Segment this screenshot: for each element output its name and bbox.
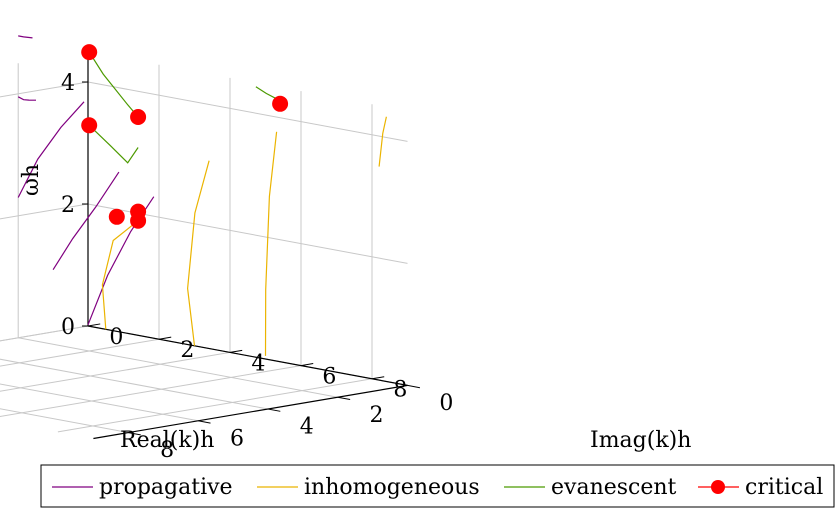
critical-point [130,203,147,220]
axes [82,51,421,440]
propagative-curve [18,35,33,39]
omega-tick-label: 0 [61,315,75,340]
inhomogeneous-curve [378,116,387,167]
grid-floor-imag [0,358,268,410]
grid-floor-imag [0,383,199,422]
imag-tick-label: 4 [300,415,314,440]
real-tick-label: 0 [109,325,123,350]
imag-tick-label: 6 [230,426,244,451]
legend-frame [40,464,835,508]
legend-label-evanescent: evanescent [551,475,677,500]
grid-wall-omega [0,325,89,342]
evanescent-curve [88,124,139,164]
imag-tick-label: 2 [370,403,384,428]
grid-floor-real [57,378,373,433]
omega-tick-label: 2 [61,193,75,218]
inhomogeneous-curve [186,160,210,346]
real-tick-mark [87,323,101,327]
critical-markers [81,44,289,229]
real-tick-mark [371,376,385,380]
grid-lines [0,51,408,434]
real-axis-line [87,325,408,386]
grid-wall-omega [0,203,89,220]
propagative-curve [17,101,85,198]
inhomogeneous-curve [264,131,278,356]
grid-wall-omega [87,81,408,142]
grid-floor-imag [0,408,129,434]
imag-tick-mark [267,408,281,412]
critical-point [130,109,147,125]
legend-marker-critical [711,480,725,494]
grid-floor-real [0,365,302,417]
omega-axis-title: ωh [19,164,44,196]
real-tick-label: 2 [180,338,194,363]
real-tick-mark [158,336,172,340]
legend: propagative inhomogeneous evanescent cri… [40,464,835,508]
legend-label-propagative: propagative [99,475,233,500]
real-axis-title: Real(k)h [120,428,214,453]
legend-label-inhomogeneous: inhomogeneous [304,475,480,500]
critical-point [108,208,125,225]
grid-floor-real [0,338,160,367]
real-tick-mark [300,363,314,367]
propagative-curve [52,171,120,271]
critical-point [272,95,289,112]
legend-label-critical: critical [745,475,823,500]
inhomogeneous-curve [101,220,139,330]
imag-tick-mark [407,384,421,389]
imag-tick-mark [128,432,141,436]
real-tick-label: 8 [393,378,407,403]
grid-floor-imag [18,337,338,398]
imag-tick-mark [198,420,211,424]
imag-axis-line [93,384,408,440]
grid-wall-omega [0,81,89,98]
imag-tick-label: 0 [439,391,453,416]
grid-floor-real [0,351,231,392]
real-tick-label: 6 [322,364,336,389]
real-tick-label: 4 [251,351,265,376]
omega-tick-label: 4 [61,71,75,96]
imag-tick-label: 8 [160,438,174,463]
critical-point [81,44,98,61]
real-tick-mark [229,349,243,353]
imag-tick-mark [337,396,351,401]
imag-axis-title: Imag(k)h [590,428,691,453]
critical-point [81,117,98,134]
evanescent-curve [88,51,139,118]
propagative-curve [17,96,37,101]
tick-labels: 0 2 4 6 8 0 2 4 6 8 0 2 4 [61,71,453,463]
